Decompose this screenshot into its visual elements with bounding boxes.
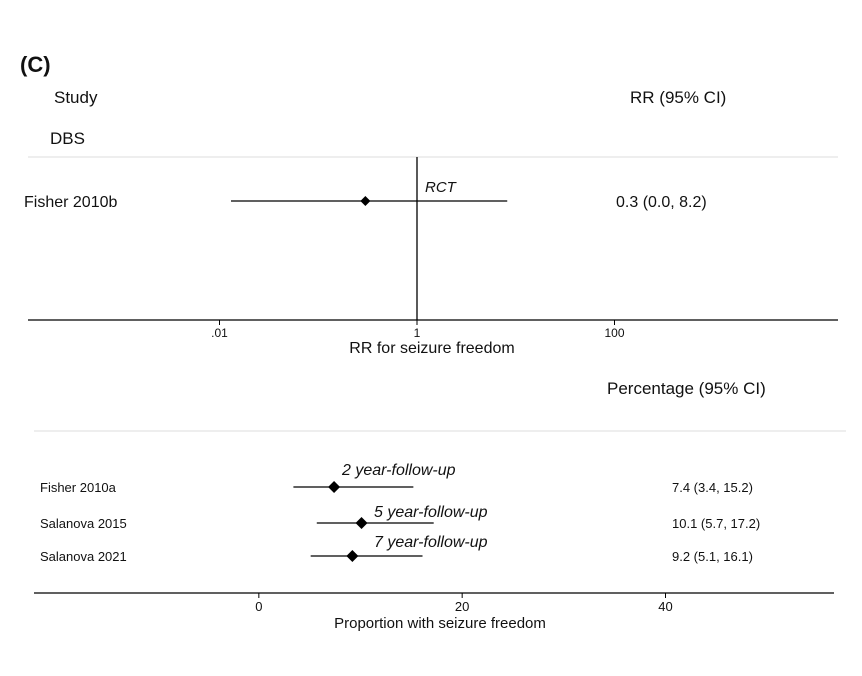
bottom-x-axis-label: Proportion with seizure freedom: [334, 615, 546, 632]
bottom-x-tick-label: 20: [455, 599, 469, 614]
top-x-tick-label: .01: [211, 326, 228, 340]
top-forest-plot: .01 1 100 Fisher 2010b RCT 0.3 (0.0, 8.2): [24, 157, 707, 340]
ci-text: 0.3 (0.0, 8.2): [616, 194, 707, 211]
row-annotation: 5 year-follow-up: [374, 504, 488, 521]
ci-text: 10.1 (5.7, 17.2): [672, 516, 760, 531]
header-percentage-ci: Percentage (95% CI): [607, 379, 766, 398]
top-x-axis-label: RR for seizure freedom: [349, 340, 514, 357]
study-label: Salanova 2021: [40, 549, 127, 564]
top-x-tick-label: 100: [604, 326, 624, 340]
point-estimate: [328, 481, 341, 493]
header-rr-ci: RR (95% CI): [630, 88, 726, 107]
bottom-x-tick-label: 40: [658, 599, 672, 614]
header-study: Study: [54, 88, 98, 107]
bottom-forest-plot: 0 20 40 Fisher 2010a 2 year-follow-up 7.4 (3.…: [40, 462, 760, 614]
study-label: Salanova 2015: [40, 516, 127, 531]
ci-text: 9.2 (5.1, 16.1): [672, 549, 753, 564]
study-label: Fisher 2010b: [24, 194, 117, 211]
point-estimate: [346, 550, 359, 562]
group-label-dbs: DBS: [50, 129, 85, 148]
top-x-tick-label: 1: [414, 326, 421, 340]
row-annotation: RCT: [425, 179, 458, 196]
study-label: Fisher 2010a: [40, 480, 117, 495]
point-estimate: [360, 196, 371, 206]
bottom-x-tick-label: 0: [255, 599, 262, 614]
ci-text: 7.4 (3.4, 15.2): [672, 480, 753, 495]
row-annotation: 2 year-follow-up: [341, 462, 456, 479]
panel-label: (C): [20, 52, 51, 77]
point-estimate: [355, 517, 368, 529]
row-annotation: 7 year-follow-up: [374, 534, 488, 551]
